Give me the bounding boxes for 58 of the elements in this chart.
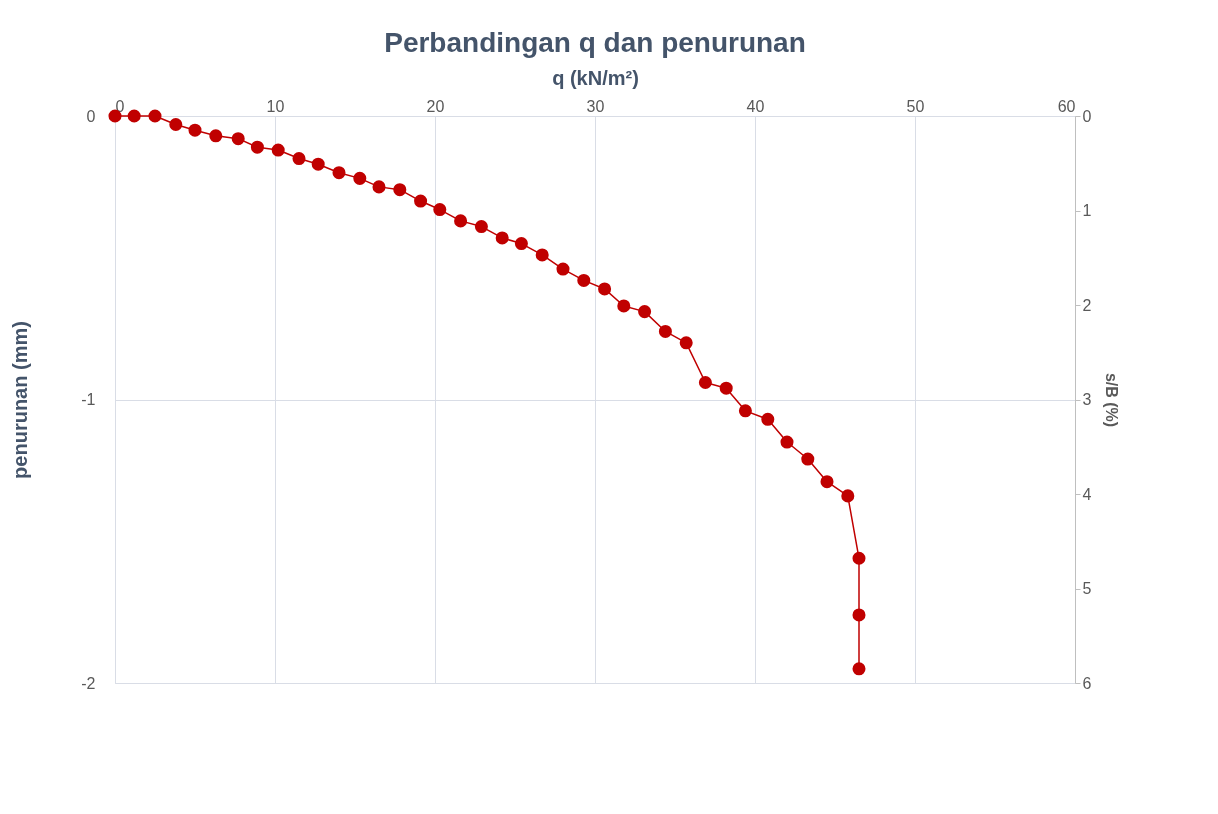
y2-axis-title: s/B (%) [1103,372,1121,428]
point [148,109,162,123]
point [393,183,407,197]
x-tick-label: 60 [1057,97,1076,115]
point [820,475,834,489]
point [169,118,183,132]
point [250,140,264,154]
point [231,132,245,146]
y-axis-title: penurunan (mm) [9,321,32,479]
point [535,248,549,262]
point [372,180,386,194]
x-tick-label: 30 [586,97,605,115]
point [801,452,815,466]
point [638,305,652,319]
point [761,412,775,426]
point [188,123,202,137]
y-tick-label: -2 [81,674,96,692]
point [127,109,141,123]
point [433,203,447,217]
point [495,231,509,245]
point [414,194,428,208]
point [852,551,866,565]
point [841,489,855,503]
y2-tick-label: 3 [1082,391,1092,408]
y2-tick-label: 1 [1082,202,1092,219]
x-tick-label: 20 [426,97,445,115]
point [577,273,591,287]
y2-tick-label: 4 [1082,485,1092,503]
point [311,157,325,171]
point [658,324,672,338]
point [209,129,223,143]
point [598,282,612,296]
point [852,662,866,676]
point [271,143,285,157]
point [617,299,631,313]
point [679,336,693,350]
point [698,375,712,389]
point [514,237,528,251]
point [852,608,866,622]
point [719,381,733,395]
x-tick-label: 50 [906,97,925,115]
y2-tick-label: 2 [1082,296,1092,314]
y2-tick-label: 6 [1082,674,1092,692]
point [292,152,306,166]
x-tick-label: 10 [266,97,285,115]
x-axis-title: q (kN/m²) [552,66,639,89]
point [353,171,367,185]
point [474,220,488,234]
x-tick-label: 0 [115,97,125,115]
y2-tick-label: 5 [1082,580,1092,597]
chart-title: Perbandingan q dan penurunan [384,27,806,58]
x-tick-label: 40 [746,97,765,115]
point [332,166,346,180]
point [738,404,752,418]
y-tick-label: -1 [81,391,96,408]
point [454,214,468,228]
point [780,435,794,449]
point [556,262,570,276]
